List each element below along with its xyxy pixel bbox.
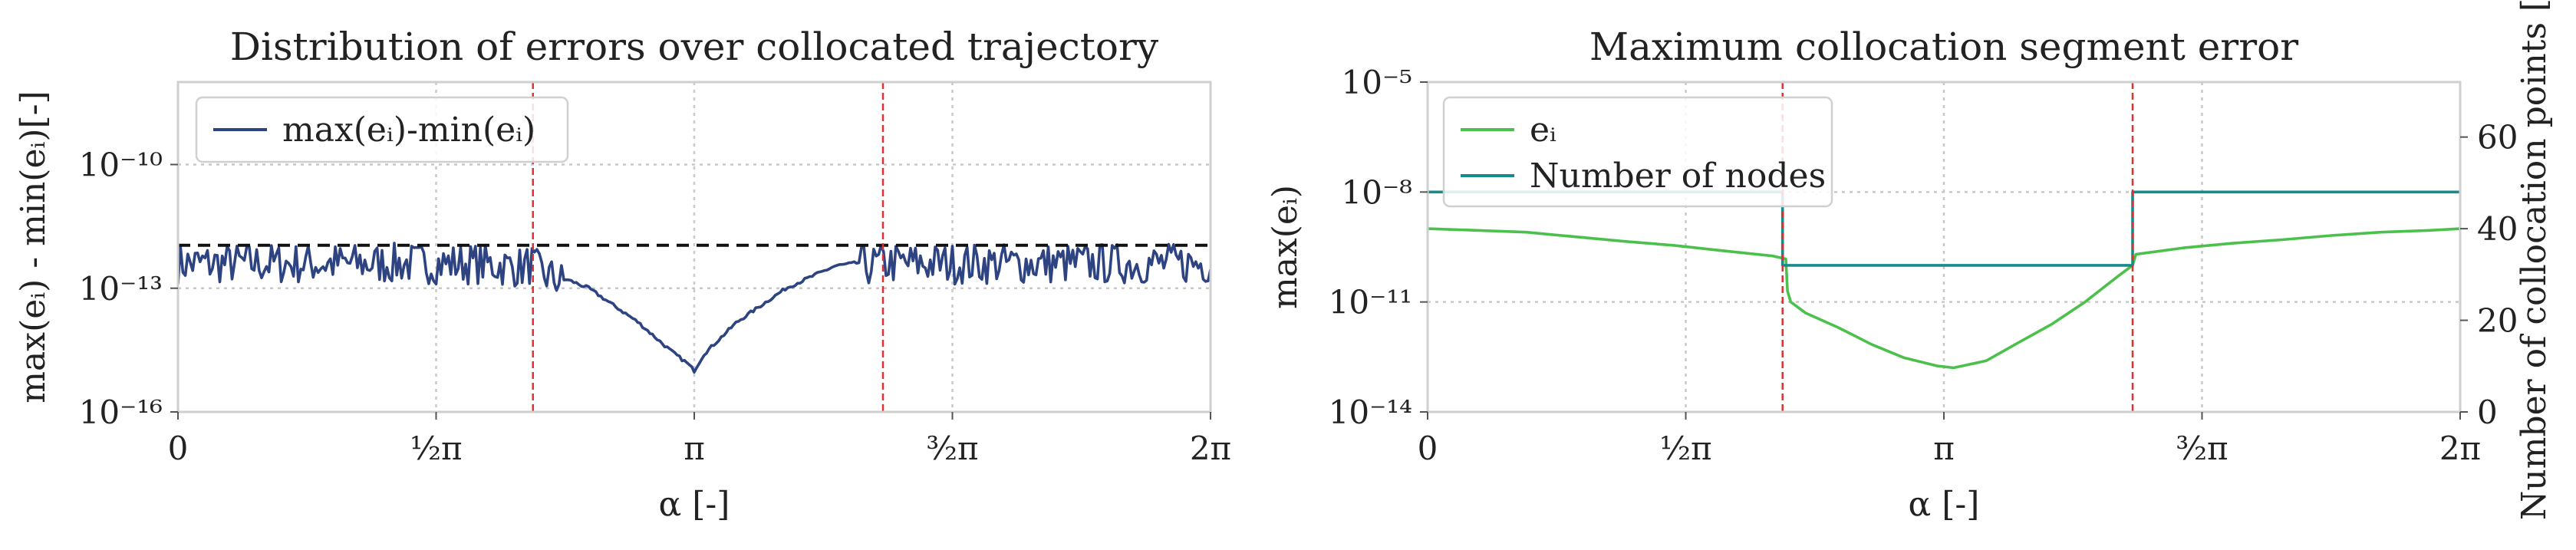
y-tick-label: 10⁻¹⁰ (79, 147, 163, 184)
y-tick-label: 10⁻¹⁴ (1329, 394, 1412, 431)
y-right-tick-label: 0 (2477, 394, 2498, 431)
chart-title: Distribution of errors over collocated t… (230, 25, 1159, 69)
x-tick-label: 2π (2439, 430, 2481, 467)
x-tick-label: ½π (410, 430, 462, 467)
y-tick-label: 10⁻¹¹ (1329, 284, 1412, 321)
y-tick-label: 10⁻¹⁶ (79, 394, 163, 431)
x-axis-label: α [-] (1909, 485, 1980, 524)
y-axis-label: max(eᵢ) - min(eᵢ)[-] (14, 91, 53, 403)
legend: max(eᵢ)-min(eᵢ) (195, 96, 569, 163)
y-tick-label: 10⁻¹³ (79, 270, 163, 308)
chart-title: Maximum collocation segment error (1589, 25, 2298, 69)
x-tick-label: π (1933, 430, 1955, 467)
legend-label: max(eᵢ)-min(eᵢ) (282, 110, 535, 150)
x-tick-label: ³⁄₂π (926, 430, 978, 467)
y-right-tick-label: 40 (2477, 210, 2518, 248)
x-tick-label: 2π (1190, 430, 1231, 467)
legend: eᵢ Number of nodes (1442, 96, 1833, 208)
x-tick-label: 0 (168, 430, 189, 467)
x-tick-label: ½π (1659, 430, 1711, 467)
y-axis-label: max(eᵢ) (1266, 185, 1305, 309)
y-right-tick-label: 20 (2477, 302, 2518, 340)
series-line-1 (1428, 227, 2460, 370)
y-tick-label: 10⁻⁸ (1342, 173, 1412, 211)
plot-area (178, 242, 1211, 374)
chart-1: 0 ½π π ³⁄₂π 2π 10⁻¹⁰ 10⁻¹³ 10⁻¹⁶ Distribution of… (14, 25, 1231, 524)
legend-box (195, 96, 569, 163)
plot-area (1428, 190, 2460, 370)
series-line-1 (178, 242, 1211, 374)
y-axis-label-right: Number of collocation points [-] (2515, 0, 2554, 520)
legend-label: eᵢ (1530, 110, 1556, 150)
x-tick-label: 0 (1418, 430, 1438, 467)
x-tick-label: π (684, 430, 705, 467)
legend-label: Number of nodes (1530, 156, 1826, 196)
x-axis-label: α [-] (659, 485, 730, 524)
y-right-tick-label: 60 (2477, 119, 2518, 156)
legend-box (1442, 96, 1833, 208)
y-tick-label: 10⁻⁵ (1342, 64, 1412, 101)
x-tick-label: ³⁄₂π (2176, 430, 2228, 467)
